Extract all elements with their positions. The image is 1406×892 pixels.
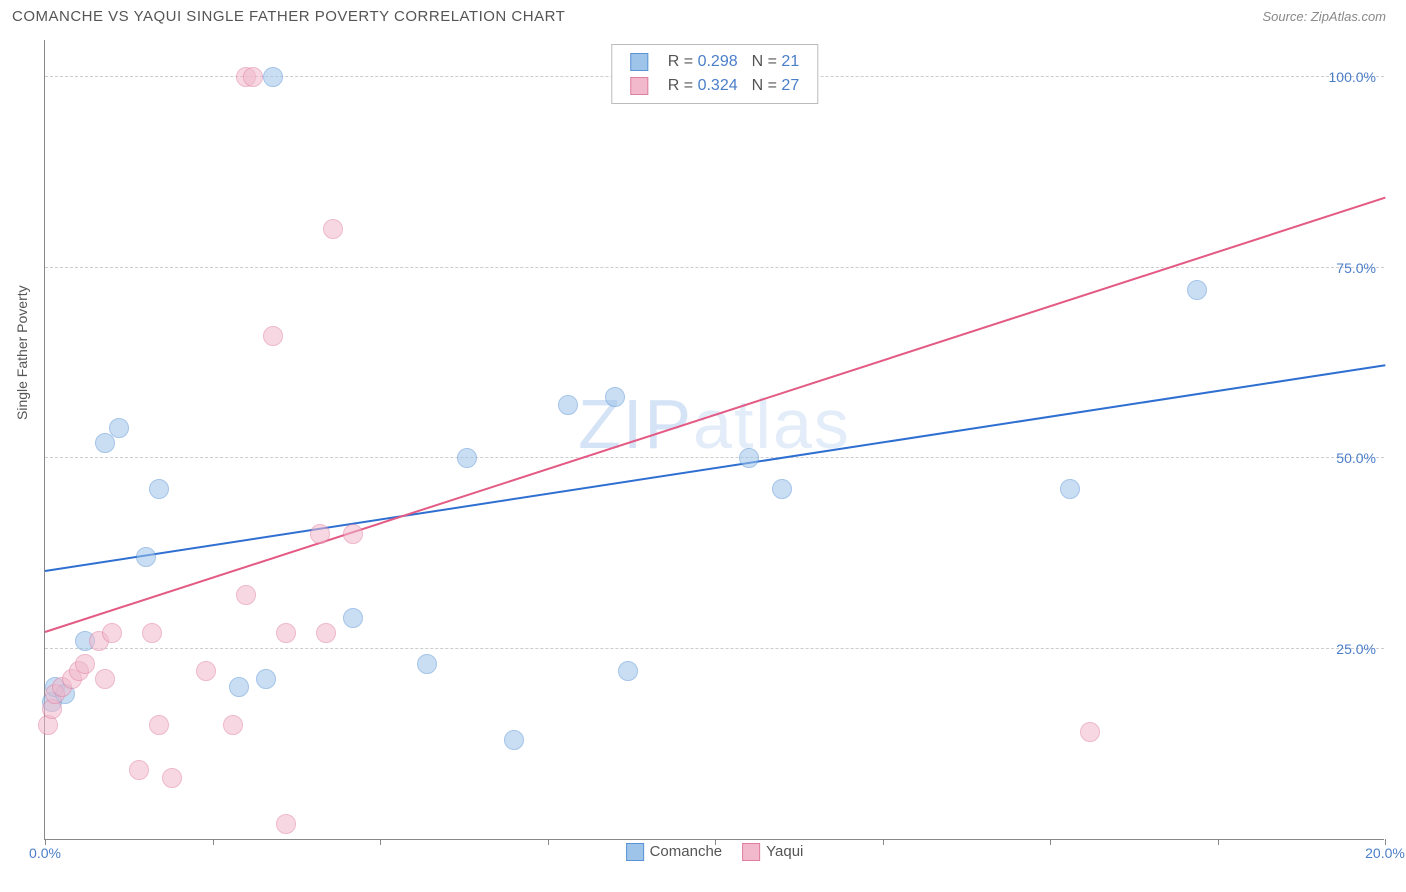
- data-point-comanche: [605, 387, 625, 407]
- stat-n-value: 21: [781, 53, 799, 70]
- data-point-comanche: [149, 479, 169, 499]
- data-point-yaqui: [236, 585, 256, 605]
- y-tick-label: 75.0%: [1336, 260, 1376, 276]
- legend-item: Yaqui: [742, 843, 803, 860]
- stat-r-label: R =: [668, 77, 698, 94]
- legend-swatch: [630, 53, 648, 71]
- data-point-comanche: [256, 669, 276, 689]
- data-point-comanche: [772, 479, 792, 499]
- y-tick-label: 50.0%: [1336, 450, 1376, 466]
- data-point-yaqui: [162, 768, 182, 788]
- x-tick: [213, 839, 214, 845]
- trend-line-yaqui: [45, 197, 1386, 633]
- legend-swatch: [626, 843, 644, 861]
- scatter-chart: ZIPatlas 25.0%50.0%75.0%100.0%0.0%20.0%R…: [44, 40, 1384, 840]
- x-tick-label: 0.0%: [29, 845, 61, 861]
- data-point-yaqui: [343, 524, 363, 544]
- data-point-comanche: [343, 608, 363, 628]
- stat-r-value: 0.298: [698, 53, 738, 70]
- data-point-yaqui: [323, 219, 343, 239]
- data-point-yaqui: [276, 814, 296, 834]
- data-point-comanche: [457, 448, 477, 468]
- data-point-yaqui: [196, 661, 216, 681]
- data-point-yaqui: [102, 623, 122, 643]
- data-point-yaqui: [276, 623, 296, 643]
- data-point-yaqui: [243, 67, 263, 87]
- data-point-comanche: [504, 730, 524, 750]
- data-point-yaqui: [263, 326, 283, 346]
- data-point-comanche: [417, 654, 437, 674]
- trend-line-comanche: [45, 365, 1385, 573]
- data-point-comanche: [136, 547, 156, 567]
- stat-r-label: R =: [668, 53, 698, 70]
- x-tick: [380, 839, 381, 845]
- data-point-yaqui: [310, 524, 330, 544]
- data-point-comanche: [263, 67, 283, 87]
- y-axis-label: Single Father Poverty: [14, 285, 30, 420]
- legend-swatch: [742, 843, 760, 861]
- legend-swatch: [630, 77, 648, 95]
- gridline-h: [45, 648, 1384, 649]
- legend-item: Comanche: [626, 843, 723, 860]
- data-point-comanche: [739, 448, 759, 468]
- gridline-h: [45, 267, 1384, 268]
- legend-label: Comanche: [650, 843, 723, 860]
- data-point-yaqui: [95, 669, 115, 689]
- data-point-comanche: [618, 661, 638, 681]
- data-point-comanche: [229, 677, 249, 697]
- y-tick-label: 25.0%: [1336, 641, 1376, 657]
- stat-n-label: N =: [752, 77, 782, 94]
- legend-stats: R = 0.298 N = 21 R = 0.324 N = 27: [611, 44, 818, 104]
- chart-title: COMANCHE VS YAQUI SINGLE FATHER POVERTY …: [12, 8, 565, 25]
- data-point-yaqui: [1080, 722, 1100, 742]
- data-point-comanche: [109, 418, 129, 438]
- legend-label: Yaqui: [766, 843, 803, 860]
- y-tick-label: 100.0%: [1329, 69, 1376, 85]
- data-point-yaqui: [149, 715, 169, 735]
- data-point-yaqui: [129, 760, 149, 780]
- data-point-yaqui: [223, 715, 243, 735]
- data-point-comanche: [558, 395, 578, 415]
- legend-series: Comanche Yaqui: [616, 843, 814, 861]
- data-point-yaqui: [142, 623, 162, 643]
- data-point-comanche: [1187, 280, 1207, 300]
- stat-n-value: 27: [781, 77, 799, 94]
- x-tick: [883, 839, 884, 845]
- data-point-yaqui: [75, 654, 95, 674]
- x-tick: [1050, 839, 1051, 845]
- gridline-h: [45, 457, 1384, 458]
- data-point-comanche: [1060, 479, 1080, 499]
- data-point-yaqui: [316, 623, 336, 643]
- x-tick: [1218, 839, 1219, 845]
- stat-n-label: N =: [752, 53, 782, 70]
- x-tick-label: 20.0%: [1365, 845, 1405, 861]
- x-tick: [548, 839, 549, 845]
- chart-source: Source: ZipAtlas.com: [1262, 9, 1386, 24]
- watermark-left: ZIP: [578, 385, 693, 463]
- stat-r-value: 0.324: [698, 77, 738, 94]
